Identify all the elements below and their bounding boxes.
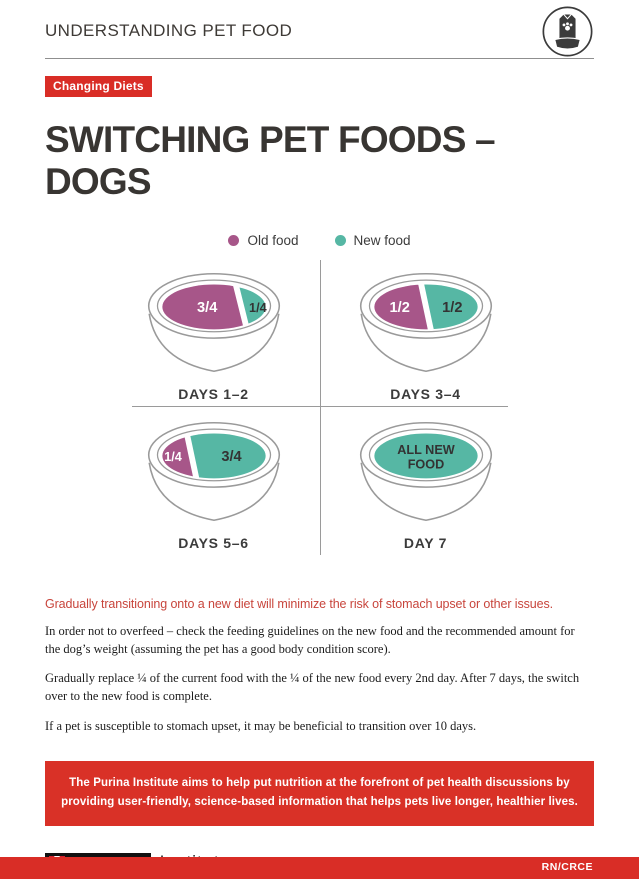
bowl-graphic: 3/4 1/4 <box>147 272 280 373</box>
legend-item-new-food: New food <box>334 233 411 248</box>
page-title: SWITCHING PET FOODS – DOGS <box>45 119 496 202</box>
header-divider <box>45 58 594 59</box>
vertical-divider <box>319 260 321 555</box>
all-new-food-label-line1: ALL NEW <box>397 443 454 457</box>
legend-label-new: New food <box>353 233 411 248</box>
all-new-food-label-line2: FOOD <box>407 458 444 472</box>
bowl-days-5-6: 1/4 3/4 DAYS 5–6 <box>108 407 320 565</box>
new-fraction-label: 3/4 <box>221 449 242 465</box>
pet-food-bag-and-bowl-icon <box>541 5 594 58</box>
purina-institute-callout: The Purina Institute aims to help put nu… <box>45 760 594 826</box>
bowl-caption: DAYS 3–4 <box>390 386 461 402</box>
bowl-graphic: 1/2 1/2 <box>359 272 492 373</box>
body-paragraph-3: If a pet is susceptible to stomach upset… <box>45 718 477 733</box>
bowl-days-1-2: 3/4 1/4 DAYS 1–2 <box>108 258 320 407</box>
bowl-day-7: ALL NEW FOOD DAY 7 <box>320 407 532 565</box>
transition-diagram: 3/4 1/4 DAYS 1–2 1/2 1/2 <box>108 258 532 565</box>
new-fraction-label: 1/2 <box>442 300 462 316</box>
body-paragraph-1: In order not to overfeed – check the fee… <box>45 624 575 657</box>
bowl-caption: DAY 7 <box>403 535 448 551</box>
old-food-swatch-icon <box>228 235 240 246</box>
page-kicker: UNDERSTANDING PET FOOD <box>45 21 293 40</box>
bowl-graphic: 1/4 3/4 <box>147 421 280 522</box>
section-badge: Changing Diets <box>45 76 152 97</box>
body-paragraph-2: Gradually replace ¼ of the current food … <box>45 671 580 704</box>
lead-sentence: Gradually transitioning onto a new diet … <box>45 597 553 611</box>
legend: Old food New food <box>45 233 594 248</box>
old-fraction-label: 1/2 <box>389 300 409 316</box>
bowl-caption: DAYS 1–2 <box>178 386 249 402</box>
bowl-caption: DAYS 5–6 <box>178 535 249 551</box>
legend-label-old: Old food <box>247 233 299 248</box>
header: UNDERSTANDING PET FOOD <box>45 0 594 56</box>
old-fraction-label: 1/4 <box>164 450 182 464</box>
footer-code: RN/CRCE <box>541 861 593 873</box>
legend-item-old-food: Old food <box>228 233 299 248</box>
horizontal-divider <box>131 406 508 407</box>
new-food-swatch-icon <box>334 235 346 246</box>
bowl-days-3-4: 1/2 1/2 DAYS 3–4 <box>320 258 532 407</box>
old-fraction-label: 3/4 <box>197 300 218 316</box>
footer-bar: RN/CRCE <box>0 857 639 879</box>
new-fraction-label: 1/4 <box>249 301 267 315</box>
bowl-graphic: ALL NEW FOOD <box>359 421 492 522</box>
